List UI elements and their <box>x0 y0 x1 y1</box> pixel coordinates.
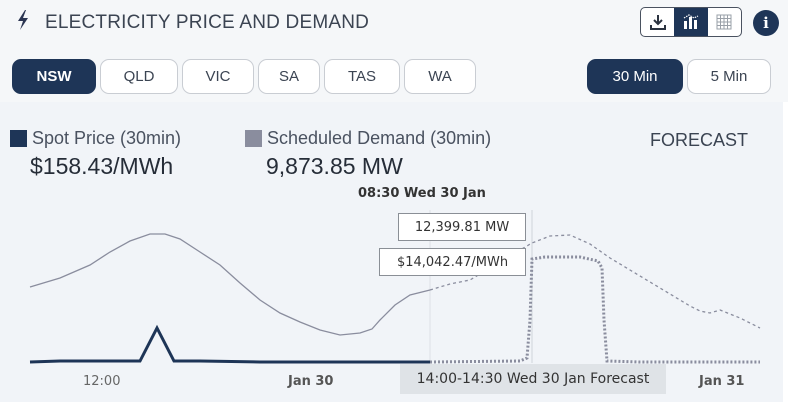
forecast-label: FORECAST <box>650 130 749 150</box>
info-icon[interactable]: i <box>753 10 779 36</box>
demand-tooltip: 12,399.81 MW <box>398 213 526 241</box>
region-tabs: NSW QLD VIC SA TAS WA <box>12 59 476 94</box>
chart-view-button[interactable] <box>674 8 708 36</box>
spot-price-swatch <box>10 130 27 147</box>
demand-swatch <box>245 130 262 147</box>
table-view-button[interactable] <box>708 8 741 36</box>
tab-qld[interactable]: QLD <box>100 59 178 94</box>
x-tick-1200: 12:00 <box>83 374 121 389</box>
tab-30-min[interactable]: 30 Min <box>587 59 683 94</box>
demand-actual-line <box>29 233 431 336</box>
tab-5-min[interactable]: 5 Min <box>687 59 771 94</box>
download-button[interactable] <box>641 8 674 36</box>
x-tick-jan31: Jan 31 <box>699 374 745 389</box>
hover-time: 08:30 Wed 30 Jan <box>358 186 486 201</box>
download-icon <box>649 15 666 30</box>
spot-price-value: $158.43/MWh <box>30 153 174 179</box>
price-actual-line <box>29 324 430 364</box>
interval-tabs: 30 Min 5 Min <box>587 59 771 94</box>
tab-tas[interactable]: TAS <box>324 59 400 94</box>
tab-vic[interactable]: VIC <box>182 59 254 94</box>
demand-value: 9,873.85 MW <box>266 153 403 179</box>
table-icon <box>716 14 732 30</box>
demand-label: Scheduled Demand (30min) <box>267 128 492 148</box>
x-axis-tooltip: 14:00-14:30 Wed 30 Jan Forecast <box>400 364 666 394</box>
tab-nsw[interactable]: NSW <box>12 59 96 94</box>
price-forecast-line <box>429 255 760 364</box>
tab-wa[interactable]: WA <box>404 59 476 94</box>
header: ELECTRICITY PRICE AND DEMAND <box>0 0 788 102</box>
lightning-bolt-icon <box>18 10 28 30</box>
price-tooltip: $14,042.47/MWh <box>379 248 526 276</box>
x-tick-jan30: Jan 30 <box>288 374 334 389</box>
page-title: ELECTRICITY PRICE AND DEMAND <box>45 12 370 33</box>
view-toggle-group <box>640 7 742 37</box>
title-row: ELECTRICITY PRICE AND DEMAND <box>0 0 788 46</box>
spot-price-label: Spot Price (30min) <box>32 128 182 148</box>
tab-sa[interactable]: SA <box>258 59 320 94</box>
chart-icon <box>683 14 699 29</box>
